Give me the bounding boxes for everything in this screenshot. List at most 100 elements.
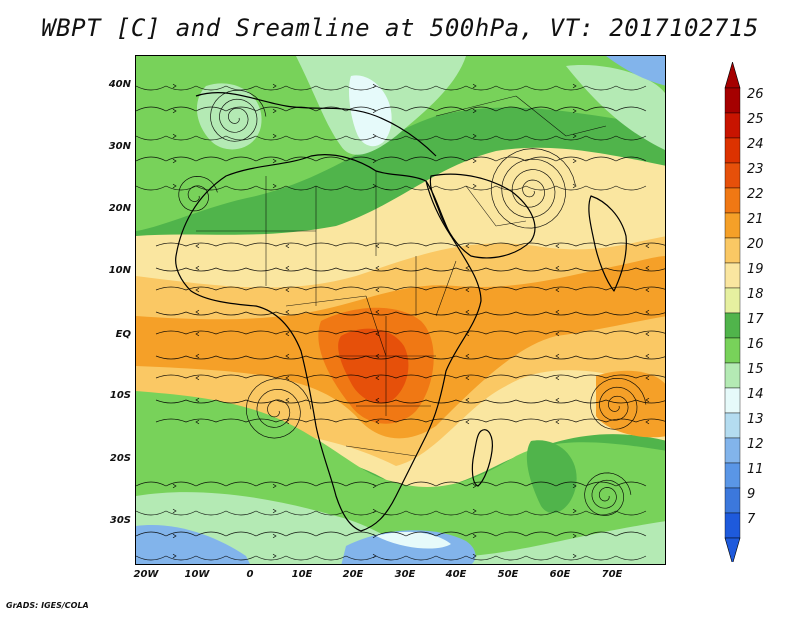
streamline-arrow	[555, 331, 560, 337]
streamline-arrow	[372, 158, 377, 164]
colorbar	[724, 62, 741, 562]
streamline-arrow	[172, 158, 177, 164]
europe-coastline	[195, 92, 437, 157]
north-light-green	[136, 56, 665, 231]
streamline-arrow	[195, 287, 200, 293]
colorbar-label: 17	[747, 312, 764, 327]
colorbar-swatch	[724, 212, 741, 239]
streamline-arrow	[285, 375, 290, 381]
streamline-arrow	[555, 287, 560, 293]
streamline-arrow	[372, 553, 377, 559]
streamline-arrow	[465, 265, 470, 271]
streamline	[155, 355, 665, 360]
streamline-arrow	[645, 419, 650, 425]
streamline	[136, 531, 647, 537]
streamline-arrow	[172, 108, 177, 114]
streamline-arrow	[645, 287, 650, 293]
colorbar-label: 26	[747, 87, 764, 102]
colorbar-swatch	[724, 262, 741, 289]
colorbar-swatch	[724, 387, 741, 414]
colorbar-bottom-arrow	[724, 537, 741, 562]
longitude-label: 10E	[291, 569, 313, 580]
colorbar-label: 22	[747, 187, 764, 202]
map-panel	[135, 55, 666, 565]
colorbar-swatch	[724, 112, 741, 139]
streamline-arrow	[195, 397, 200, 403]
streamline-arrow	[372, 133, 377, 139]
streamline-arrow	[195, 419, 200, 425]
madagascar-coastline	[471, 429, 493, 487]
streamline	[155, 242, 665, 247]
streamline-arrow	[572, 108, 577, 114]
longitude-label: 10W	[184, 569, 210, 580]
streamline-arrow	[472, 553, 477, 559]
streamline-arrow	[285, 331, 290, 337]
streamline-arrow	[572, 158, 577, 164]
streamline-arrow	[375, 375, 380, 381]
streamline-arrow	[285, 353, 290, 359]
streamline-arrow	[465, 419, 470, 425]
latitude-label: 30S	[109, 515, 131, 526]
colorbar-label: 15	[747, 362, 764, 377]
streamline-arrow	[272, 133, 277, 139]
streamline-arrow	[645, 243, 650, 249]
colorbar-swatch	[724, 312, 741, 339]
streamline-arrow	[372, 508, 377, 514]
colorbar-swatch	[724, 187, 741, 214]
colorbar-swatch	[724, 87, 741, 114]
streamline-arrow	[555, 375, 560, 381]
colorbar-label: 24	[747, 137, 764, 152]
streamline-arrow	[465, 309, 470, 315]
streamline-arrow	[645, 353, 650, 359]
longitude-label: 40E	[445, 569, 467, 580]
streamline-vortex	[245, 378, 312, 439]
latitude-label: 40N	[108, 79, 131, 90]
south-green-tongue	[526, 440, 577, 514]
streamline-arrow	[465, 331, 470, 337]
streamline-arrow	[375, 309, 380, 315]
streamline-arrow	[172, 553, 177, 559]
colorbar-swatch	[724, 512, 741, 539]
streamline	[136, 481, 647, 487]
streamline-arrow	[555, 309, 560, 315]
streamline-arrow	[645, 397, 650, 403]
streamline	[136, 555, 647, 561]
streamline-arrow	[645, 265, 650, 271]
streamline-arrow	[572, 483, 577, 489]
streamline-arrow	[472, 533, 477, 539]
streamline-arrow	[272, 533, 277, 539]
streamline-arrow	[572, 533, 577, 539]
streamline-arrow	[465, 375, 470, 381]
streamline-arrow	[195, 265, 200, 271]
streamline-arrow	[272, 158, 277, 164]
streamline-vortex	[178, 176, 218, 212]
latitude-label: 30N	[108, 141, 131, 152]
streamline-arrow	[372, 183, 377, 189]
streamline-arrow	[195, 243, 200, 249]
streamline-arrow	[272, 83, 277, 89]
wbpt-field-map	[136, 56, 665, 564]
south-light-green	[136, 492, 665, 564]
colorbar-label: 9	[747, 487, 756, 502]
streamline-arrow	[172, 183, 177, 189]
india-coastline	[588, 195, 627, 292]
colorbar-swatch	[724, 287, 741, 314]
colorbar-swatch	[724, 162, 741, 189]
red-sea	[425, 180, 452, 237]
streamline-arrow	[285, 287, 290, 293]
streamline-arrow	[572, 83, 577, 89]
streamline-arrow	[645, 309, 650, 315]
colorbar-label: 23	[747, 162, 764, 177]
streamline-vortex	[490, 148, 576, 229]
streamline-arrow	[472, 508, 477, 514]
streamline-arrow	[472, 483, 477, 489]
latitude-label: 10S	[109, 390, 131, 401]
colorbar-label: 12	[747, 437, 764, 452]
streamline	[136, 510, 647, 516]
streamline-arrow	[195, 375, 200, 381]
streamline-arrow	[465, 353, 470, 359]
colorbar-label: 11	[747, 462, 764, 477]
streamline-arrow	[555, 419, 560, 425]
streamline-arrow	[472, 133, 477, 139]
colorbar-label: 14	[747, 387, 764, 402]
